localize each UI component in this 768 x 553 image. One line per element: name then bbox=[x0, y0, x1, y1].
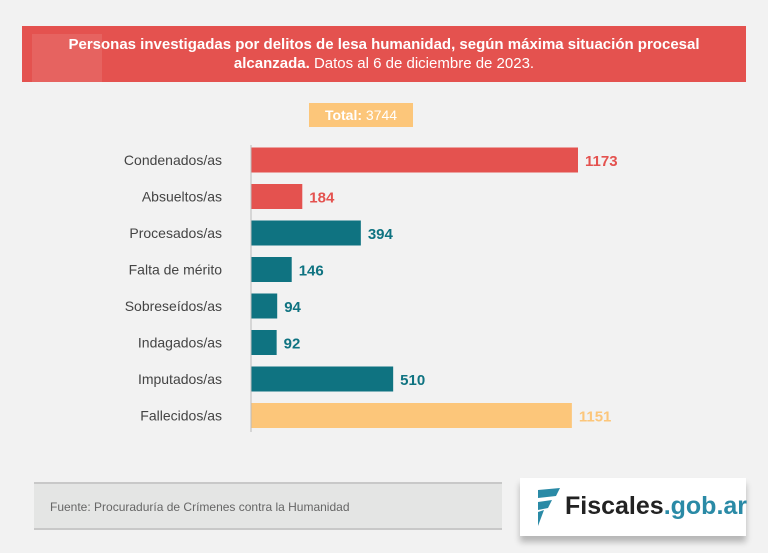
value-label: 94 bbox=[284, 299, 301, 316]
bar bbox=[251, 147, 578, 173]
value-label: 92 bbox=[284, 336, 301, 353]
total-badge: Total: 3744 bbox=[309, 103, 413, 127]
category-label: Falta de mérito bbox=[129, 262, 223, 278]
source-box: Fuente: Procuraduría de Crímenes contra … bbox=[34, 482, 502, 530]
title-date: Datos al 6 de diciembre de 2023. bbox=[313, 55, 535, 72]
source-text: Fuente: Procuraduría de Crímenes contra … bbox=[50, 500, 350, 514]
bar bbox=[251, 366, 394, 392]
chart-title: Personas investigadas por delitos de les… bbox=[64, 35, 704, 73]
category-label: Procesados/as bbox=[129, 225, 222, 241]
category-label: Imputados/as bbox=[138, 371, 222, 387]
value-label: 1173 bbox=[585, 153, 618, 170]
fiscales-logo: Fiscales.gob.ar bbox=[520, 478, 748, 536]
title-bold: Personas investigadas por delitos de les… bbox=[68, 36, 700, 72]
category-label: Indagados/as bbox=[138, 335, 222, 351]
bar bbox=[251, 293, 278, 319]
bar bbox=[251, 330, 277, 355]
value-label: 1151 bbox=[579, 409, 612, 426]
category-label: Fallecidos/as bbox=[140, 408, 222, 424]
logo-icon bbox=[538, 488, 560, 526]
bar bbox=[251, 220, 361, 246]
value-label: 146 bbox=[299, 263, 324, 280]
total-value: 3744 bbox=[365, 107, 398, 123]
bar bbox=[251, 257, 292, 282]
bar bbox=[251, 403, 572, 428]
category-label: Absueltos/as bbox=[142, 189, 222, 205]
value-label: 510 bbox=[400, 372, 425, 389]
value-label: 394 bbox=[368, 226, 394, 243]
logo-text: Fiscales.gob.ar bbox=[565, 492, 748, 520]
title-banner: Personas investigadas por delitos de les… bbox=[22, 26, 746, 82]
bar bbox=[251, 184, 303, 209]
value-label: 184 bbox=[309, 190, 335, 207]
category-label: Sobreseídos/as bbox=[125, 298, 222, 314]
category-label: Condenados/as bbox=[124, 152, 222, 168]
total-label: Total: bbox=[324, 107, 363, 123]
banner-decoration bbox=[32, 34, 102, 82]
